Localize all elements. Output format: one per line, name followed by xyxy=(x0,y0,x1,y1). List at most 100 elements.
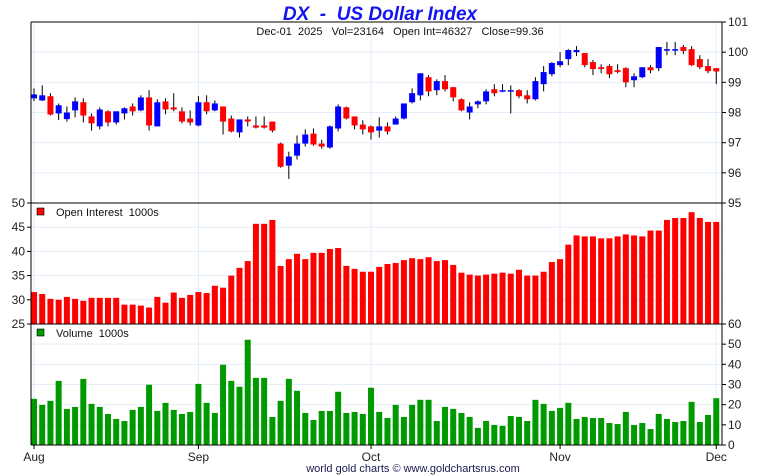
oi-bar xyxy=(442,260,448,324)
month-label: Sep xyxy=(188,450,210,464)
candle-body xyxy=(343,107,350,119)
volume-bar xyxy=(532,399,539,445)
candle-body xyxy=(88,116,95,124)
candle-body xyxy=(368,126,375,133)
candle-body xyxy=(524,95,531,100)
volume-bar xyxy=(285,378,292,445)
chart-title: DX - US Dollar Index xyxy=(283,4,479,25)
oi-tick-label: 35 xyxy=(12,269,26,283)
oi-bar xyxy=(688,212,695,324)
oi-bar xyxy=(507,273,514,324)
oi-bar xyxy=(696,218,703,324)
oi-bar xyxy=(581,236,588,324)
volume-bar xyxy=(236,386,243,445)
volume-bar xyxy=(557,407,564,445)
oi-bar xyxy=(548,262,555,324)
candle-body xyxy=(220,106,227,122)
candle-body xyxy=(450,87,457,98)
candle-body xyxy=(433,81,440,91)
volume-bar xyxy=(31,398,37,445)
oi-bar xyxy=(376,266,383,324)
volume-tick-label: 40 xyxy=(728,357,742,371)
oi-bar xyxy=(351,268,358,324)
oi-bar xyxy=(252,223,259,324)
volume-bar xyxy=(244,339,251,445)
candle-body xyxy=(55,105,62,114)
candle-body xyxy=(178,111,185,122)
oi-bar xyxy=(705,221,712,324)
month-label: Nov xyxy=(549,450,570,464)
oi-legend-label: Open Interest 1000s xyxy=(56,207,159,219)
candle-body xyxy=(162,101,169,110)
candle-body xyxy=(663,49,670,51)
candle-body xyxy=(589,62,596,70)
volume-bar xyxy=(680,421,687,445)
volume-bar xyxy=(417,399,424,445)
volume-bar xyxy=(154,410,161,445)
candle-body xyxy=(409,93,416,103)
volume-bar xyxy=(351,411,358,445)
candle-body xyxy=(211,103,218,111)
volume-bar xyxy=(631,425,638,445)
oi-bar xyxy=(491,273,498,324)
volume-bar xyxy=(442,406,448,445)
oi-bar xyxy=(359,271,366,324)
candle-body xyxy=(425,77,432,92)
oi-bar xyxy=(121,304,128,324)
volume-bar xyxy=(359,413,366,445)
volume-bar xyxy=(581,416,588,445)
axis-labels: 95 96 97 98 99 100 101 25 30 35 40 45 50 0 10 20 30 40 50 6… xyxy=(12,15,749,464)
candle-body xyxy=(285,156,292,166)
candle-body xyxy=(647,67,654,71)
candle-body xyxy=(351,116,358,126)
volume-bar xyxy=(499,425,506,445)
oi-bar xyxy=(532,275,539,324)
volume-bar xyxy=(400,416,407,445)
oi-bar xyxy=(244,261,251,324)
volume-bar xyxy=(515,416,522,445)
oi-bar xyxy=(614,236,621,324)
candle-body xyxy=(507,90,514,92)
candle-body xyxy=(400,103,407,119)
volume-bar xyxy=(104,413,111,445)
candle-body xyxy=(688,49,695,66)
oi-bar xyxy=(368,271,375,324)
candle-body xyxy=(195,102,202,126)
volume-bar xyxy=(713,398,720,445)
candle-body xyxy=(80,102,87,116)
oi-bar xyxy=(162,302,169,324)
candle-body xyxy=(680,47,687,51)
volume-bar xyxy=(162,402,169,445)
volume-bars xyxy=(31,339,720,445)
candle-body xyxy=(696,59,703,68)
oi-bar xyxy=(47,298,54,324)
volume-bar xyxy=(705,414,712,445)
volume-tick-label: 20 xyxy=(728,398,742,412)
volume-bar xyxy=(96,406,103,445)
oi-bar xyxy=(104,297,111,324)
volume-bar xyxy=(80,378,87,445)
oi-bar xyxy=(31,292,37,324)
volume-bar xyxy=(696,422,703,445)
price-candles xyxy=(31,41,720,179)
oi-bar xyxy=(655,230,662,324)
candle-body xyxy=(310,133,317,145)
candle-body xyxy=(326,126,333,148)
candle-body xyxy=(154,102,161,127)
candle-body xyxy=(31,94,37,99)
candle-body xyxy=(261,125,268,128)
volume-bar xyxy=(211,412,218,445)
volume-bar xyxy=(466,416,473,445)
oi-bar xyxy=(203,293,210,324)
volume-bar xyxy=(663,418,670,445)
volume-bar xyxy=(39,404,46,445)
volume-legend-swatch xyxy=(36,328,45,337)
candle-body xyxy=(713,68,720,72)
month-label: Oct xyxy=(362,450,381,464)
oi-bar xyxy=(269,219,276,324)
volume-bar xyxy=(47,400,54,445)
oi-bar xyxy=(631,235,638,324)
oi-bar xyxy=(146,307,153,324)
candle-body xyxy=(639,67,646,78)
candle-body xyxy=(252,125,259,128)
